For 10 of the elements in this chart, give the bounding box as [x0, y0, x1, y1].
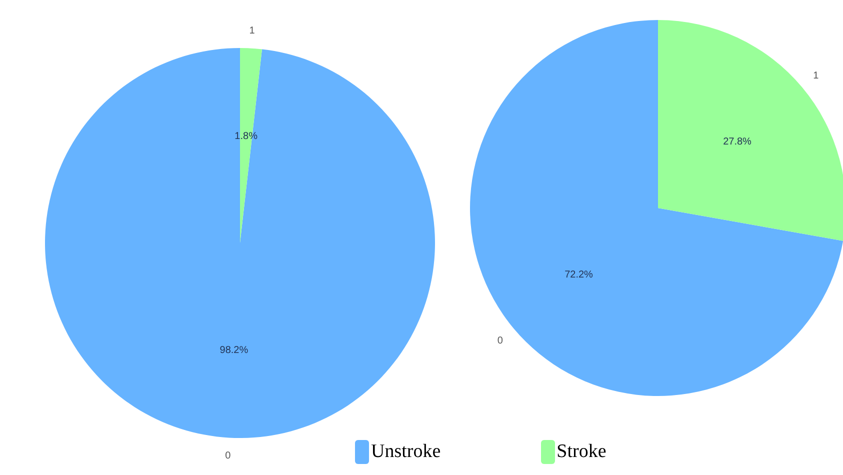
text: Unstroke	[371, 441, 441, 463]
data-label: 98.2%	[220, 345, 248, 356]
slice-label: 0	[497, 335, 504, 346]
text: Stroke	[556, 441, 606, 463]
data-label: 72.2%	[564, 269, 594, 280]
slice-label: 1	[813, 70, 820, 82]
data-label: 27.8%	[723, 136, 752, 148]
slice-label: 0	[225, 450, 232, 462]
data-label: 1.8%	[234, 130, 258, 142]
slice-label: 1	[249, 25, 256, 36]
